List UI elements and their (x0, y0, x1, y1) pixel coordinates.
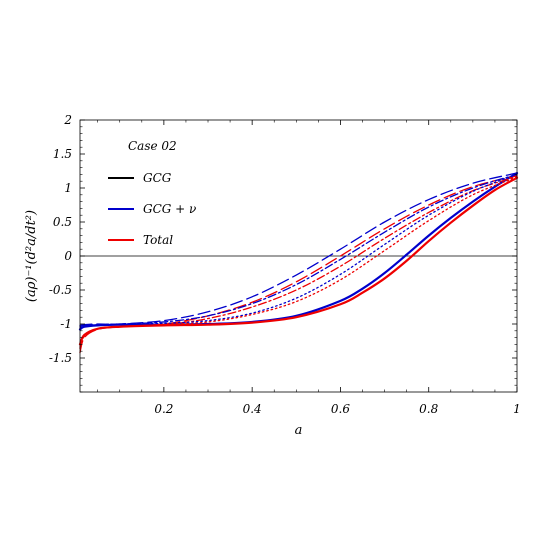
series-line-dashed-red (79, 175, 518, 354)
legend: Case 02 GCG GCG + ν Total (108, 139, 196, 247)
y-tick-label: 1 (64, 181, 72, 195)
y-tick-label: 1.5 (53, 147, 72, 161)
x-tick-label: 1 (513, 402, 521, 416)
x-tick-label: 0.2 (154, 402, 173, 416)
x-tick-label: 0.8 (419, 402, 438, 416)
legend-title: Case 02 (128, 139, 177, 153)
series-line-dotted-red (79, 176, 518, 348)
y-tick-label: -1.5 (49, 351, 72, 365)
y-axis-label: (aρ)⁻¹(d²a/dt²) (24, 210, 39, 302)
ticks-layer: 0.2 0.4 0.6 0.8 1 -1.5 -1 -0.5 0 0.5 1 1.5 2 (49, 113, 521, 416)
series-line-dotted-blue (79, 173, 518, 329)
legend-label: GCG (143, 171, 172, 185)
x-axis-label: a (295, 423, 303, 438)
series-line-dashed-blue (79, 172, 518, 327)
x-tick-label: 0.6 (331, 402, 350, 416)
y-tick-label: -0.5 (49, 283, 72, 297)
legend-label: Total (143, 233, 173, 247)
legend-label: GCG + ν (143, 202, 196, 216)
y-tick-label: -1 (60, 317, 72, 331)
y-tick-label: 0 (64, 249, 72, 263)
series-layer (78, 171, 519, 354)
x-tick-label: 0.4 (243, 402, 262, 416)
y-tick-label: 0.5 (53, 215, 72, 229)
y-tick-label: 2 (63, 113, 72, 127)
